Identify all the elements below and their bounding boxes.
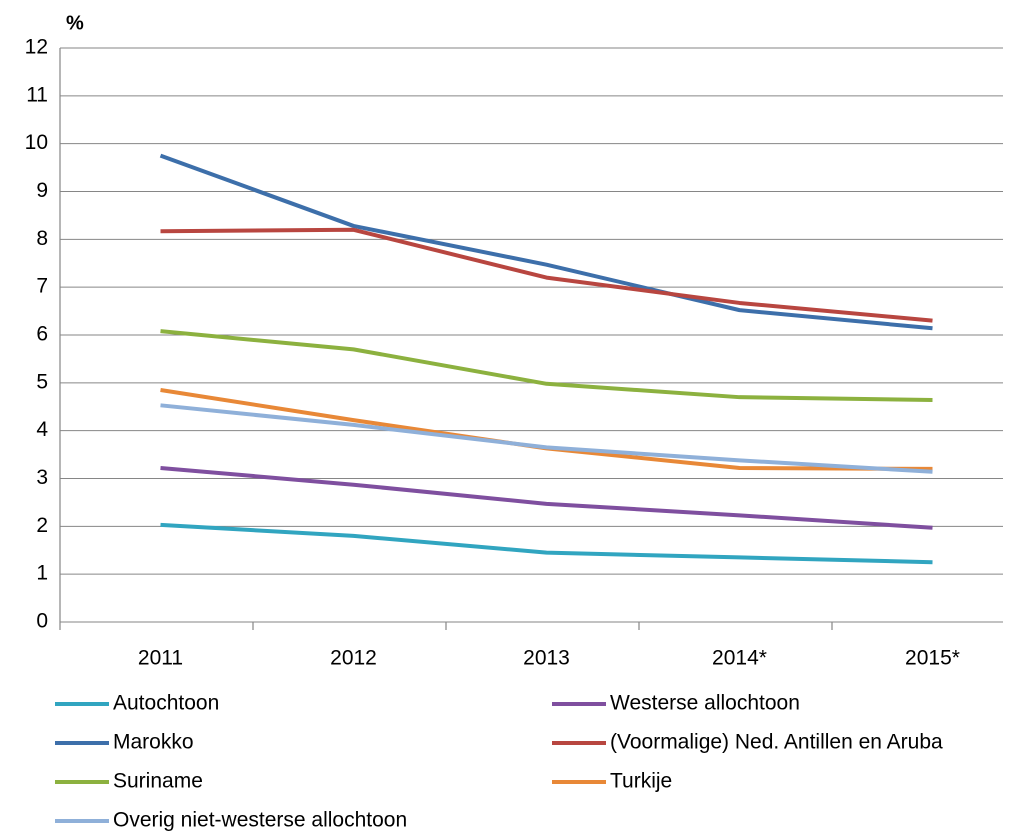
- x-tick-label: 2015*: [905, 647, 960, 670]
- x-tick-label: 2012: [330, 647, 377, 670]
- legend-label: Overig niet-westerse allochtoon: [113, 809, 407, 832]
- y-tick-label: 11: [26, 83, 48, 106]
- y-tick-label: 4: [36, 418, 48, 441]
- series-line: [160, 522, 933, 565]
- y-tick-label: 8: [36, 227, 48, 250]
- series-line: [160, 329, 933, 403]
- series-line: [160, 388, 933, 471]
- legend-label: Turkije: [610, 770, 672, 793]
- y-tick-label: 5: [36, 370, 48, 393]
- legend-label: Suriname: [113, 770, 203, 793]
- legend-label: (Voormalige) Ned. Antillen en Aruba: [610, 731, 943, 754]
- legend-label: Westerse allochtoon: [610, 692, 800, 715]
- y-tick-label: 12: [25, 36, 48, 59]
- legend-label: Autochtoon: [113, 692, 219, 715]
- x-tick-label: 2014*: [712, 647, 767, 670]
- y-tick-label: 7: [36, 275, 48, 298]
- x-tick-label: 2013: [523, 647, 570, 670]
- y-tick-label: 0: [36, 610, 48, 633]
- series-line: [160, 227, 933, 323]
- series-line: [159, 153, 933, 331]
- series-line: [160, 403, 933, 474]
- y-tick-label: 1: [36, 562, 48, 585]
- series-line: [160, 465, 933, 530]
- y-axis-label: %: [66, 12, 84, 34]
- legend-label: Marokko: [113, 731, 194, 754]
- y-tick-label: 2: [36, 514, 48, 537]
- y-tick-label: 10: [25, 131, 48, 154]
- x-tick-label: 2011: [138, 647, 183, 670]
- y-tick-label: 6: [36, 323, 48, 346]
- y-tick-label: 9: [36, 179, 48, 202]
- y-tick-label: 3: [36, 466, 48, 489]
